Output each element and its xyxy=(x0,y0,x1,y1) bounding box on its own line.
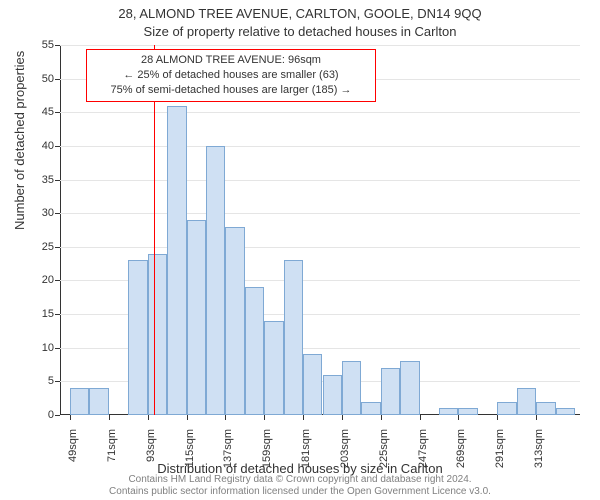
xtick-mark xyxy=(225,415,226,420)
xtick-mark xyxy=(497,415,498,420)
grid-line xyxy=(60,112,580,113)
histogram-bar xyxy=(245,287,264,415)
histogram-bar xyxy=(128,260,147,415)
ytick-label: 5 xyxy=(24,375,54,387)
histogram-bar xyxy=(361,402,380,415)
grid-line xyxy=(60,247,580,248)
grid-line xyxy=(60,180,580,181)
ytick-mark xyxy=(55,348,60,349)
histogram-bar xyxy=(284,260,303,415)
ytick-mark xyxy=(55,146,60,147)
ytick-mark xyxy=(55,247,60,248)
xtick-mark xyxy=(536,415,537,420)
histogram-bar xyxy=(381,368,400,415)
grid-line xyxy=(60,213,580,214)
xtick-mark xyxy=(420,415,421,420)
xtick-mark xyxy=(342,415,343,420)
histogram-bar xyxy=(323,375,342,415)
ytick-label: 15 xyxy=(24,308,54,320)
ytick-label: 0 xyxy=(24,409,54,421)
histogram-bar xyxy=(556,408,575,415)
ytick-label: 35 xyxy=(24,174,54,186)
ytick-mark xyxy=(55,381,60,382)
chart-title-line2: Size of property relative to detached ho… xyxy=(0,24,600,39)
ytick-label: 55 xyxy=(24,39,54,51)
ytick-label: 25 xyxy=(24,241,54,253)
xtick-mark xyxy=(381,415,382,420)
ytick-mark xyxy=(55,79,60,80)
xtick-mark xyxy=(70,415,71,420)
credit-line2: Contains public sector information licen… xyxy=(109,486,491,497)
ytick-label: 45 xyxy=(24,106,54,118)
ytick-mark xyxy=(55,45,60,46)
ytick-mark xyxy=(55,213,60,214)
ytick-label: 20 xyxy=(24,274,54,286)
histogram-bar xyxy=(89,388,108,415)
histogram-bar xyxy=(400,361,419,415)
xtick-mark xyxy=(458,415,459,420)
histogram-bar xyxy=(264,321,283,415)
histogram-bar xyxy=(206,146,225,415)
xtick-mark xyxy=(148,415,149,420)
histogram-bar xyxy=(225,227,244,415)
histogram-bar xyxy=(536,402,555,415)
ytick-mark xyxy=(55,180,60,181)
grid-line xyxy=(60,146,580,147)
histogram-bar xyxy=(167,106,186,415)
xtick-mark xyxy=(264,415,265,420)
histogram-bar xyxy=(517,388,536,415)
histogram-bar xyxy=(148,254,167,415)
ytick-label: 10 xyxy=(24,342,54,354)
ytick-mark xyxy=(55,415,60,416)
histogram-bar xyxy=(439,408,458,415)
histogram-bar xyxy=(497,402,516,415)
xtick-mark xyxy=(109,415,110,420)
ytick-mark xyxy=(55,112,60,113)
histogram-bar xyxy=(70,388,89,415)
grid-line xyxy=(60,45,580,46)
histogram-bar xyxy=(458,408,477,415)
annotation-box: 28 ALMOND TREE AVENUE: 96sqm← 25% of det… xyxy=(86,49,376,102)
ytick-mark xyxy=(55,280,60,281)
ytick-label: 40 xyxy=(24,140,54,152)
xtick-mark xyxy=(187,415,188,420)
ytick-label: 30 xyxy=(24,207,54,219)
xtick-mark xyxy=(303,415,304,420)
ytick-mark xyxy=(55,314,60,315)
histogram-bar xyxy=(342,361,361,415)
credit-text: Contains HM Land Registry data © Crown c… xyxy=(0,474,600,498)
ytick-label: 50 xyxy=(24,73,54,85)
histogram-bar xyxy=(303,354,322,415)
y-axis-line xyxy=(60,45,61,415)
chart-title-line1: 28, ALMOND TREE AVENUE, CARLTON, GOOLE, … xyxy=(0,6,600,21)
histogram-bar xyxy=(187,220,206,415)
credit-line1: Contains HM Land Registry data © Crown c… xyxy=(128,474,471,485)
